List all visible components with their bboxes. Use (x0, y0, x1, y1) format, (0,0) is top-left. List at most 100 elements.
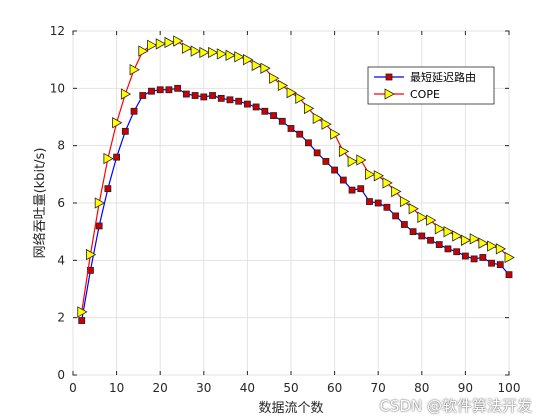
data-point (408, 203, 419, 215)
data-point (383, 203, 391, 211)
data-point (409, 228, 417, 236)
data-point (112, 117, 123, 129)
data-point (277, 79, 289, 92)
data-point (181, 42, 193, 54)
data-point (427, 236, 434, 244)
data-point (243, 100, 251, 108)
data-point (225, 49, 236, 62)
data-point (260, 62, 271, 74)
data-point (164, 36, 175, 49)
data-point (460, 234, 472, 246)
data-point (139, 92, 147, 99)
data-point (190, 45, 201, 57)
data-point (130, 107, 138, 115)
y-tick-label: 0 (57, 368, 65, 382)
data-point (488, 259, 495, 267)
x-tick-label: 100 (498, 381, 521, 395)
data-point (217, 94, 225, 102)
legend: 最短延迟路由 COPE (367, 66, 495, 105)
y-tick-label: 6 (57, 196, 65, 210)
data-point (148, 87, 155, 95)
x-tick-label: 40 (240, 381, 255, 395)
data-point (487, 240, 498, 252)
watermark: CSDN @软件算法开发 (379, 397, 532, 415)
y-tick-label: 4 (57, 253, 65, 267)
series-1 (77, 35, 515, 318)
data-point (453, 248, 461, 256)
data-point (339, 176, 347, 184)
data-point (95, 222, 103, 230)
data-point (174, 84, 182, 92)
y-tick-label: 2 (57, 311, 65, 325)
data-point (331, 166, 339, 174)
legend-marker (384, 88, 395, 100)
series-group (77, 35, 515, 324)
data-point (444, 245, 452, 253)
data-point (374, 199, 382, 207)
data-point (270, 112, 277, 119)
series-0 (78, 84, 513, 324)
data-point (382, 177, 393, 189)
data-point (347, 155, 358, 168)
data-point (129, 64, 140, 76)
data-point (400, 221, 408, 228)
data-point (235, 97, 243, 105)
data-point (469, 233, 480, 245)
x-tick-label: 90 (458, 381, 473, 395)
data-point (470, 255, 478, 263)
data-point (77, 306, 88, 318)
data-point (209, 92, 216, 99)
data-point (94, 197, 105, 209)
data-point (234, 51, 245, 63)
data-point (251, 59, 262, 72)
data-point (305, 139, 312, 147)
data-point (113, 153, 120, 161)
data-point (348, 186, 356, 194)
data-point (338, 145, 350, 158)
x-tick-label: 20 (153, 381, 168, 395)
data-point (208, 46, 219, 59)
data-point (138, 45, 149, 57)
y-tick-label: 10 (50, 81, 65, 95)
data-point (418, 232, 426, 240)
data-point (120, 88, 132, 100)
data-point (261, 107, 269, 115)
data-point (478, 237, 489, 249)
data-point (296, 130, 304, 138)
data-point (191, 92, 199, 99)
data-point (173, 35, 184, 47)
data-point (182, 90, 190, 98)
data-point (121, 127, 129, 135)
data-point (269, 72, 280, 84)
data-point (504, 251, 515, 264)
x-axis-label: 数据流个数 (258, 401, 323, 416)
data-point (252, 103, 260, 111)
data-point (278, 117, 286, 125)
legend-item-1: COPE (374, 88, 440, 101)
data-point (313, 149, 321, 157)
data-point (242, 53, 254, 66)
data-point (366, 198, 373, 205)
data-point (321, 118, 332, 130)
data-point (357, 185, 365, 193)
data-point (391, 185, 402, 198)
data-point (103, 152, 114, 165)
data-point (426, 214, 437, 226)
legend-label: COPE (410, 88, 440, 101)
data-point (199, 46, 210, 59)
data-point (147, 39, 158, 52)
data-point (286, 86, 297, 99)
x-tick-label: 30 (196, 381, 211, 395)
data-point (86, 248, 97, 261)
data-point (165, 86, 173, 94)
data-point (495, 243, 507, 255)
data-point (479, 254, 487, 261)
x-tick-label: 70 (371, 381, 386, 395)
data-point (417, 211, 428, 224)
data-point (435, 241, 443, 248)
legend-label: 最短延迟路由 (410, 70, 476, 84)
data-point (104, 185, 112, 193)
data-point (392, 212, 400, 220)
data-point (496, 261, 504, 269)
